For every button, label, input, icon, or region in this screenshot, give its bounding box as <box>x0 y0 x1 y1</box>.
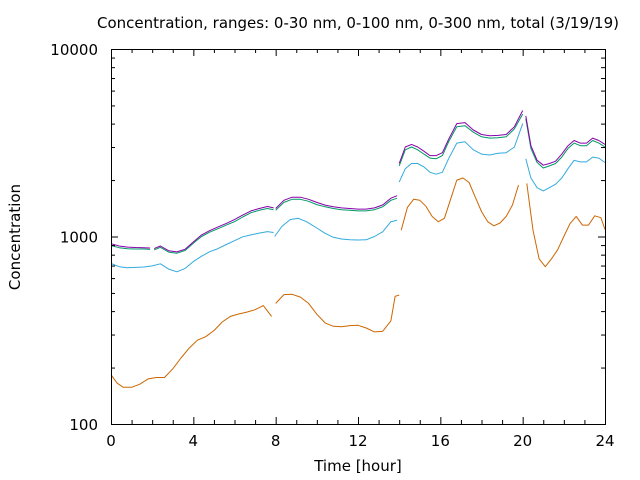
x-tick-label: 12 <box>348 432 367 450</box>
series-4-segment-5 <box>525 115 606 166</box>
series-4-segment-2 <box>154 206 274 253</box>
y-tick-labels: 100 1000 10000 <box>50 41 98 434</box>
x-tick-label: 4 <box>189 432 199 450</box>
x-tick-label: 8 <box>271 432 281 450</box>
x-tick-label: 16 <box>431 432 450 450</box>
y-tick-label: 10000 <box>50 41 98 59</box>
x-axis-label: Time [hour] <box>313 457 402 475</box>
series-4-segment-1 <box>110 243 151 249</box>
series-3-segment-1 <box>110 245 151 250</box>
series-2-segment-4 <box>525 156 606 192</box>
series-3-segment-3 <box>275 197 398 212</box>
series-1-segment-2 <box>275 293 400 333</box>
series-layer <box>110 110 606 388</box>
y-axis-label: Concentration <box>6 184 24 290</box>
x-tick-label: 20 <box>513 432 532 450</box>
series-1-segment-1 <box>110 305 272 388</box>
y-tick-label: 1000 <box>60 229 98 247</box>
x-tick-labels: 0 4 8 12 16 20 24 <box>106 432 614 450</box>
series-1-segment-4 <box>526 183 606 268</box>
series-3-segment-5 <box>525 118 606 169</box>
series-3-segment-2 <box>154 208 274 254</box>
chart-title: Concentration, ranges: 0-30 nm, 0-100 nm… <box>97 14 619 32</box>
series-4-segment-4 <box>398 110 524 164</box>
series-1-segment-3 <box>400 177 519 231</box>
series-4-segment-3 <box>275 195 398 210</box>
plot-frame <box>111 49 606 425</box>
series-3-segment-4 <box>398 113 524 167</box>
x-tick-label: 24 <box>595 432 614 450</box>
series-2-segment-1 <box>110 231 274 273</box>
y-tick-label: 100 <box>69 416 98 434</box>
tick-layer <box>111 49 606 425</box>
series-2-segment-3 <box>398 123 524 183</box>
x-tick-label: 0 <box>106 432 116 450</box>
series-2-segment-2 <box>274 217 398 241</box>
